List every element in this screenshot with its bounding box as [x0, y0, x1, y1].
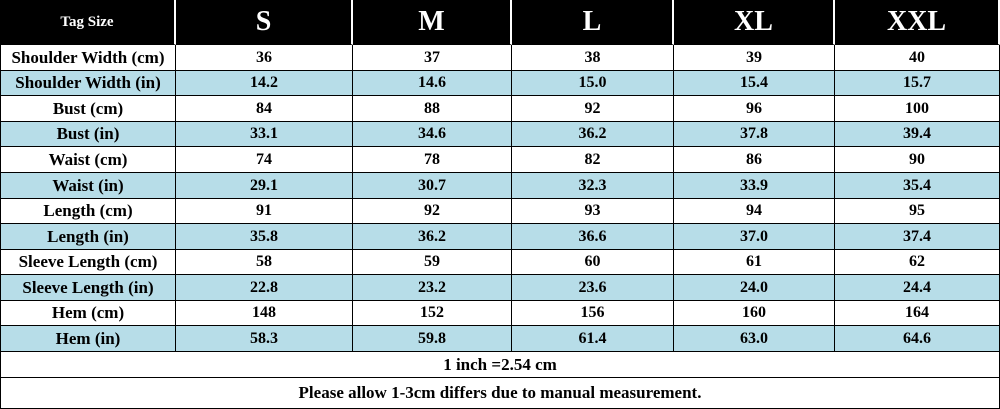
- row-label: Waist (cm): [0, 147, 176, 173]
- table-cell: 160: [674, 301, 835, 326]
- table-cell: 156: [512, 301, 674, 326]
- table-cell: 62: [835, 250, 1000, 275]
- table-cell: 64.6: [835, 326, 1000, 352]
- table-cell: 61: [674, 250, 835, 275]
- header-cell: Tag Size: [0, 0, 176, 45]
- row-label: Waist (in): [0, 173, 176, 199]
- table-cell: 23.6: [512, 275, 674, 301]
- row-label: Hem (in): [0, 326, 176, 352]
- table-cell: 39.4: [835, 122, 1000, 147]
- table-cell: 35.8: [176, 224, 353, 250]
- table-cell: 15.0: [512, 71, 674, 96]
- table-cell: 23.2: [353, 275, 512, 301]
- table-cell: 84: [176, 96, 353, 122]
- table-cell: 37.8: [674, 122, 835, 147]
- table-cell: 164: [835, 301, 1000, 326]
- table-cell: 92: [353, 199, 512, 224]
- row-label: Sleeve Length (cm): [0, 250, 176, 275]
- row-label: Bust (cm): [0, 96, 176, 122]
- table-cell: 36: [176, 45, 353, 71]
- note-row: Please allow 1-3cm differs due to manual…: [0, 378, 1000, 409]
- table-cell: 91: [176, 199, 353, 224]
- table-cell: 22.8: [176, 275, 353, 301]
- table-cell: 14.2: [176, 71, 353, 96]
- table-cell: 95: [835, 199, 1000, 224]
- table-cell: 59: [353, 250, 512, 275]
- header-cell: L: [512, 0, 674, 45]
- table-cell: 92: [512, 96, 674, 122]
- header-cell: XL: [674, 0, 835, 45]
- table-cell: 35.4: [835, 173, 1000, 199]
- table-cell: 39: [674, 45, 835, 71]
- table-cell: 15.7: [835, 71, 1000, 96]
- table-cell: 36.2: [353, 224, 512, 250]
- table-cell: 32.3: [512, 173, 674, 199]
- table-cell: 93: [512, 199, 674, 224]
- table-cell: 29.1: [176, 173, 353, 199]
- note-row: 1 inch =2.54 cm: [0, 352, 1000, 378]
- table-cell: 59.8: [353, 326, 512, 352]
- table-cell: 24.0: [674, 275, 835, 301]
- table-cell: 33.1: [176, 122, 353, 147]
- table-cell: 148: [176, 301, 353, 326]
- table-cell: 24.4: [835, 275, 1000, 301]
- table-cell: 96: [674, 96, 835, 122]
- table-cell: 100: [835, 96, 1000, 122]
- row-label: Hem (cm): [0, 301, 176, 326]
- table-cell: 61.4: [512, 326, 674, 352]
- table-cell: 40: [835, 45, 1000, 71]
- row-label: Length (cm): [0, 199, 176, 224]
- row-label: Bust (in): [0, 122, 176, 147]
- table-cell: 15.4: [674, 71, 835, 96]
- header-cell: S: [176, 0, 353, 45]
- table-cell: 88: [353, 96, 512, 122]
- table-cell: 33.9: [674, 173, 835, 199]
- row-label: Shoulder Width (cm): [0, 45, 176, 71]
- table-cell: 30.7: [353, 173, 512, 199]
- table-cell: 86: [674, 147, 835, 173]
- table-cell: 36.6: [512, 224, 674, 250]
- row-label: Shoulder Width (in): [0, 71, 176, 96]
- table-cell: 37: [353, 45, 512, 71]
- table-cell: 60: [512, 250, 674, 275]
- table-cell: 94: [674, 199, 835, 224]
- table-cell: 78: [353, 147, 512, 173]
- header-cell: M: [353, 0, 512, 45]
- header-cell: XXL: [835, 0, 1000, 45]
- table-cell: 34.6: [353, 122, 512, 147]
- table-cell: 90: [835, 147, 1000, 173]
- table-cell: 58.3: [176, 326, 353, 352]
- table-cell: 37.4: [835, 224, 1000, 250]
- table-cell: 38: [512, 45, 674, 71]
- table-cell: 37.0: [674, 224, 835, 250]
- table-cell: 152: [353, 301, 512, 326]
- row-label: Length (in): [0, 224, 176, 250]
- row-label: Sleeve Length (in): [0, 275, 176, 301]
- table-cell: 36.2: [512, 122, 674, 147]
- table-cell: 58: [176, 250, 353, 275]
- table-cell: 14.6: [353, 71, 512, 96]
- table-cell: 63.0: [674, 326, 835, 352]
- table-cell: 74: [176, 147, 353, 173]
- table-cell: 82: [512, 147, 674, 173]
